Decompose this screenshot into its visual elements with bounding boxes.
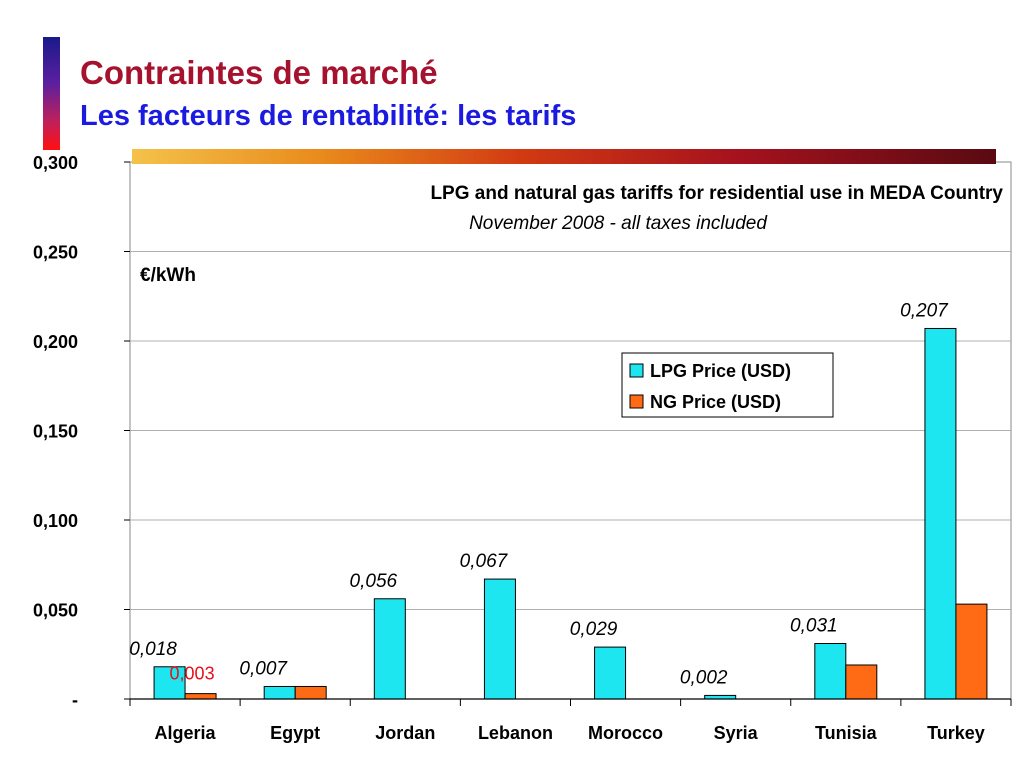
y-tick-label: 0,150 — [33, 422, 78, 442]
page-title: Contraintes de marché — [80, 54, 438, 91]
y-tick-label: 0,300 — [33, 153, 78, 173]
y-tick-label: 0,250 — [33, 243, 78, 263]
data-label-lpg-tunisia: 0,031 — [790, 616, 838, 637]
decorative-gradient-bar — [132, 149, 996, 164]
x-category-label: Turkey — [927, 723, 985, 743]
bar-lpg-egypt — [263, 685, 296, 700]
y-tick-label: - — [72, 690, 78, 710]
bar-ng-tunisia — [845, 664, 878, 700]
x-category-label: Morocco — [588, 723, 663, 743]
bars — [153, 327, 988, 700]
x-category-label: Tunisia — [815, 723, 878, 743]
y-tick-label: 0,100 — [33, 511, 78, 531]
bar-lpg-lebanon — [483, 578, 516, 700]
x-category-label: Syria — [714, 723, 759, 743]
data-labels: 0,018 0,003 0,007 0,056 0,067 0,029 0,002 0,031… — [129, 300, 949, 688]
chart-title: LPG and natural gas tariffs for resident… — [430, 183, 1003, 204]
y-axis-ticks: - 0,050 0,100 0,150 0,200 0,250 0,300 — [33, 153, 130, 710]
data-label-lpg-egypt: 0,007 — [239, 658, 288, 679]
bar-lpg-tunisia — [814, 643, 847, 700]
grid-lines — [130, 251, 1011, 610]
y-tick-label: 0,200 — [33, 332, 78, 352]
page-subtitle: Les facteurs de rentabilité: les tarifs — [80, 100, 577, 132]
data-label-lpg-syria: 0,002 — [680, 667, 728, 688]
bar-lpg-turkey — [924, 327, 957, 700]
data-label-lpg-jordan: 0,056 — [350, 571, 398, 592]
data-label-lpg-morocco: 0,029 — [570, 619, 618, 640]
bar-lpg-morocco — [594, 646, 627, 700]
legend-label-lpg: LPG Price (USD) — [650, 361, 791, 381]
legend-box — [621, 352, 834, 418]
unit-label: €/kWh — [140, 265, 196, 286]
data-label-lpg-algeria: 0,018 — [129, 639, 177, 660]
bar-ng-turkey — [955, 603, 988, 700]
bar-lpg-algeria — [153, 666, 186, 700]
legend: LPG Price (USD) NG Price (USD) — [621, 352, 834, 418]
x-category-label: Lebanon — [478, 723, 553, 743]
x-category-label: Algeria — [155, 723, 217, 743]
bar-ng-egypt — [294, 685, 327, 700]
y-tick-label: 0,050 — [33, 601, 78, 621]
chart-subtitle: November 2008 - all taxes included — [469, 213, 768, 234]
legend-label-ng: NG Price (USD) — [650, 392, 781, 412]
x-axis: Algeria Egypt Jordan Lebanon Morocco Syria Tun… — [129, 698, 1012, 743]
bar-lpg-jordan — [373, 598, 406, 700]
data-label-lpg-turkey: 0,207 — [900, 300, 949, 321]
legend-swatch-ng — [629, 394, 644, 409]
data-label-ng-algeria: 0,003 — [170, 664, 215, 684]
data-label-lpg-lebanon: 0,067 — [460, 551, 509, 572]
title-accent-bar — [43, 37, 60, 150]
x-category-label: Jordan — [375, 723, 435, 743]
legend-swatch-lpg — [629, 363, 644, 378]
x-category-label: Egypt — [270, 723, 320, 743]
bar-ng-algeria — [184, 693, 217, 700]
